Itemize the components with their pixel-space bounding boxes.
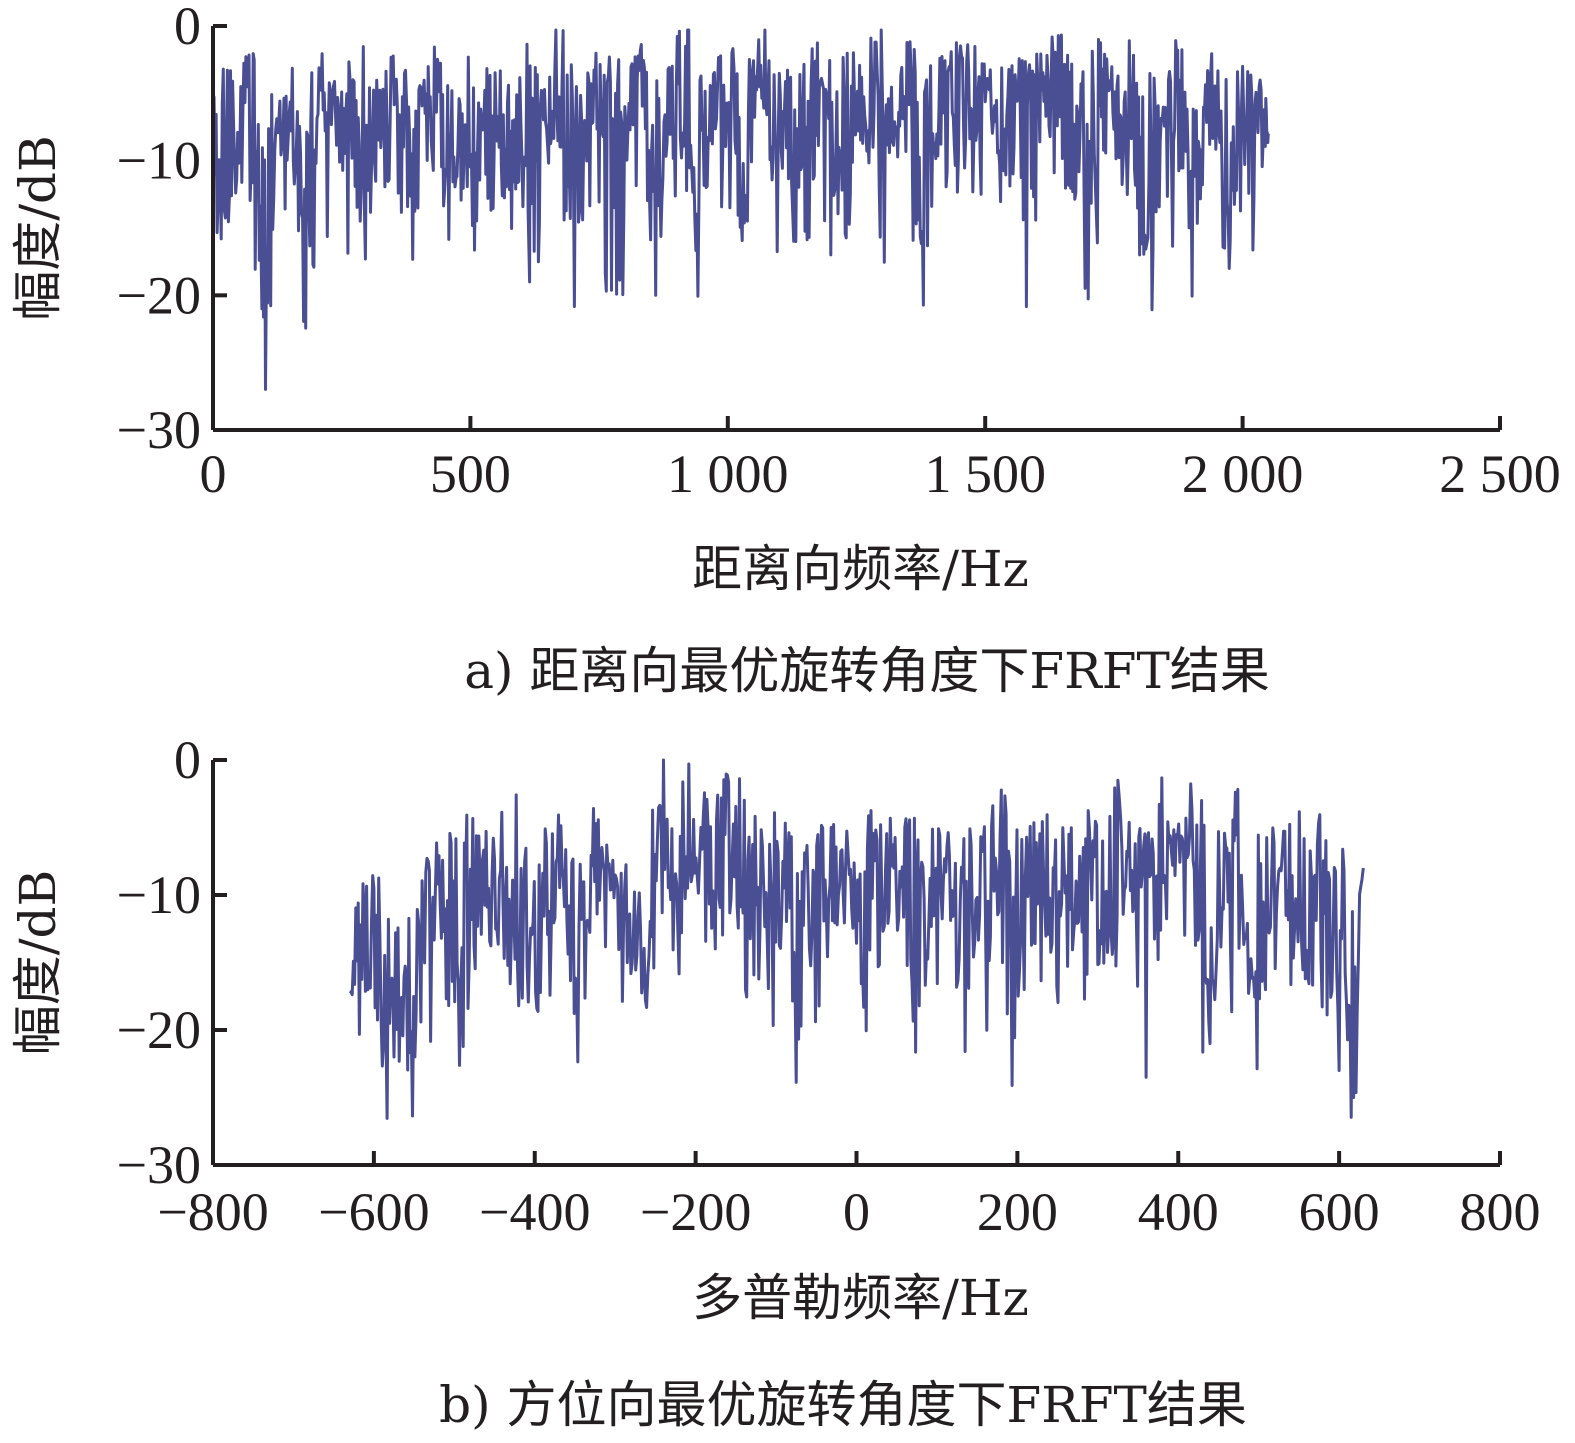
panel-b-ticks: 0 −10 −20 −30−800 −600 −400 −200 0 200 400 600 800 (117, 730, 1541, 1242)
panel-b-x-tick-label: 600 (1299, 1182, 1380, 1242)
panel-a-series-line (211, 28, 1270, 391)
panel-b-y-tick-label: −10 (117, 865, 201, 925)
panel-a-caption: a) 距离向最优旋转角度下FRFT结果 (464, 642, 1270, 700)
panel-b-y-tick-label: −30 (117, 1135, 201, 1195)
panel-b-x-axis-title: 多普勒频率/Hz (692, 1269, 1029, 1327)
panel-b-y-tick-label: −20 (117, 1000, 201, 1060)
panel-a-x-tick-label: 500 (430, 444, 511, 504)
panel-b: 0−10−20−30−800 −600 −400 −200 0 200 400 600 800 … (9, 730, 1541, 1434)
panel-a: 0−10−20−300 500 1 000 1 500 2 000 2 500 距离向频率… (9, 0, 1561, 700)
panel-a-x-tick-label: 0 (200, 444, 227, 504)
panel-a-x-tick-label: 2 500 (1439, 444, 1561, 504)
panel-b-x-tick-label: −600 (318, 1182, 429, 1242)
panel-b-x-tick-label: 200 (977, 1182, 1058, 1242)
panel-b-x-tick-label: 400 (1138, 1182, 1219, 1242)
panel-b-y-tick-label: 0 (174, 730, 201, 790)
panel-b-x-tick-label: −800 (157, 1182, 268, 1242)
panel-a-x-tick-label: 1 000 (667, 444, 789, 504)
panel-a-y-tick-label: −20 (117, 265, 201, 325)
panel-b-axes (211, 760, 1500, 1167)
panel-a-axes (211, 26, 1500, 432)
panel-b-x-tick-label: 800 (1460, 1182, 1541, 1242)
panel-b-series-line (348, 758, 1365, 1120)
panel-b-caption: b) 方位向最优旋转角度下FRFT结果 (439, 1376, 1247, 1434)
panel-b-x-tick-label: −400 (479, 1182, 590, 1242)
panel-b-x-tick-label: 0 (843, 1182, 870, 1242)
panel-b-y-axis-title: 幅度/dB (9, 870, 67, 1056)
panel-a-y-axis-title: 幅度/dB (9, 135, 67, 321)
panel-a-y-tick-label: −10 (117, 131, 201, 191)
panel-a-y-tick-label: −30 (117, 400, 201, 460)
panel-a-x-tick-label: 1 500 (924, 444, 1046, 504)
panel-a-y-tick-label: 0 (174, 0, 201, 56)
panel-a-ticks: 0−10−20−300 500 1 000 1 500 2 000 2 500 (117, 0, 1561, 504)
panel-a-x-tick-label: 2 000 (1182, 444, 1304, 504)
panel-a-x-axis-title: 距离向频率/Hz (692, 540, 1029, 598)
panel-b-x-tick-label: −200 (640, 1182, 751, 1242)
